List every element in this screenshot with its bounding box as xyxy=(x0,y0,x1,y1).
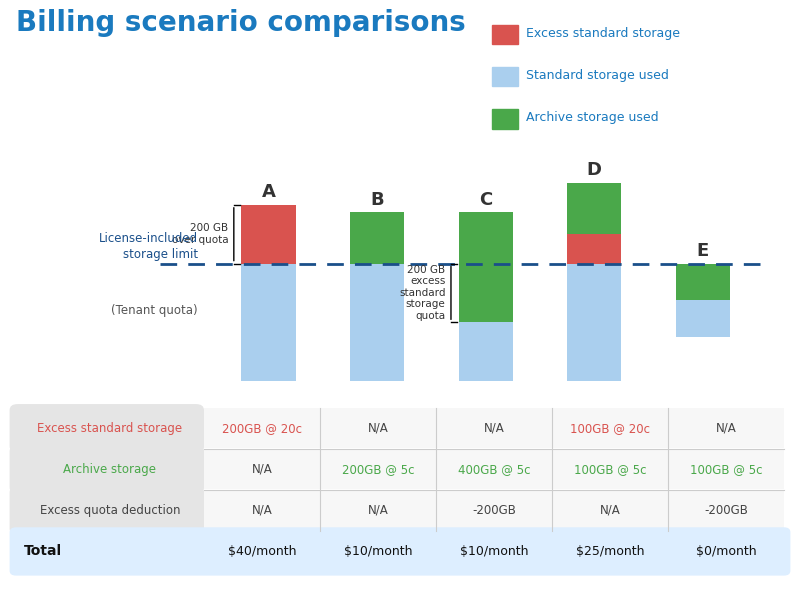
Text: $0/month: $0/month xyxy=(696,545,756,558)
Bar xyxy=(350,263,404,381)
Text: Archive storage: Archive storage xyxy=(63,463,157,476)
Bar xyxy=(242,205,296,263)
Text: $25/month: $25/month xyxy=(576,545,644,558)
Text: A: A xyxy=(262,183,275,201)
Text: 200GB @ 5c: 200GB @ 5c xyxy=(342,463,414,476)
Text: E: E xyxy=(697,242,709,260)
Bar xyxy=(567,183,622,234)
Text: 400GB @ 5c: 400GB @ 5c xyxy=(458,463,530,476)
Text: C: C xyxy=(479,191,492,208)
Text: 100GB @ 5c: 100GB @ 5c xyxy=(690,463,762,476)
Bar xyxy=(242,263,296,381)
Text: Standard storage used: Standard storage used xyxy=(526,69,669,82)
Text: Excess standard storage: Excess standard storage xyxy=(526,27,680,40)
Bar xyxy=(458,263,513,322)
Text: D: D xyxy=(586,161,602,179)
Bar xyxy=(350,212,404,263)
Text: B: B xyxy=(370,191,384,208)
Text: N/A: N/A xyxy=(484,422,504,435)
Bar xyxy=(676,300,730,337)
Text: N/A: N/A xyxy=(368,422,388,435)
Bar xyxy=(458,322,513,381)
Text: -200GB: -200GB xyxy=(704,504,748,517)
Text: $10/month: $10/month xyxy=(344,545,412,558)
Text: 200 GB
over quota: 200 GB over quota xyxy=(172,223,229,245)
Bar xyxy=(567,234,622,263)
Text: Archive storage used: Archive storage used xyxy=(526,111,658,124)
Text: N/A: N/A xyxy=(716,422,736,435)
Text: N/A: N/A xyxy=(252,504,272,517)
Text: Excess standard storage: Excess standard storage xyxy=(38,422,182,435)
Text: 200 GB
excess
standard
storage
quota: 200 GB excess standard storage quota xyxy=(399,265,446,321)
Text: Total: Total xyxy=(24,544,62,559)
Text: 100GB @ 20c: 100GB @ 20c xyxy=(570,422,650,435)
Text: 200GB @ 20c: 200GB @ 20c xyxy=(222,422,302,435)
Bar xyxy=(676,263,730,300)
Text: N/A: N/A xyxy=(368,504,388,517)
Text: License-included
storage limit: License-included storage limit xyxy=(99,233,198,262)
Text: N/A: N/A xyxy=(252,463,272,476)
Text: 100GB @ 5c: 100GB @ 5c xyxy=(574,463,646,476)
Text: $40/month: $40/month xyxy=(228,545,296,558)
Text: (Tenant quota): (Tenant quota) xyxy=(111,304,198,317)
Text: $10/month: $10/month xyxy=(460,545,528,558)
Bar xyxy=(458,212,513,263)
Bar xyxy=(567,263,622,381)
Text: Billing scenario comparisons: Billing scenario comparisons xyxy=(16,9,466,37)
Text: Excess quota deduction: Excess quota deduction xyxy=(40,504,180,517)
Text: N/A: N/A xyxy=(600,504,620,517)
Text: -200GB: -200GB xyxy=(472,504,516,517)
